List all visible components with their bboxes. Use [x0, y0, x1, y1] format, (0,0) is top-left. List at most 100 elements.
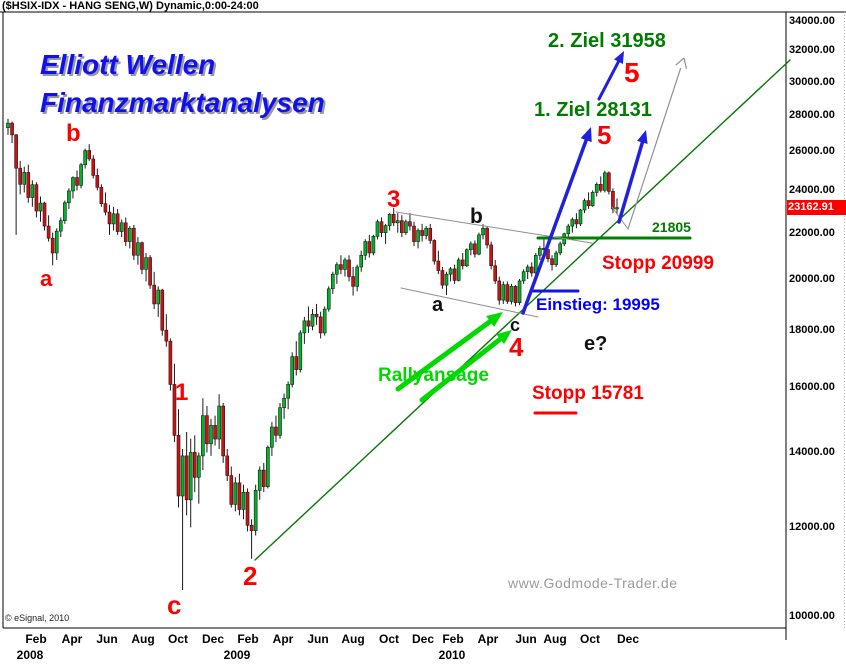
wave5-arrow-right [617, 140, 645, 224]
candle-up [180, 455, 185, 497]
correction-c-label: c [510, 315, 521, 335]
wave5-arrow-main [521, 138, 588, 315]
last-price-badge: 23162.91 [787, 200, 846, 216]
brand-text: Elliott Wellen Finanzmarktanalysen [40, 46, 325, 122]
candle-up [111, 213, 116, 225]
candle-up [469, 243, 473, 251]
candle-down [318, 316, 323, 334]
candle-down [245, 491, 250, 526]
candle-up [517, 280, 522, 303]
candle-down [314, 313, 319, 318]
candle-up [290, 356, 295, 385]
candle-up [22, 172, 27, 185]
candle-down [598, 184, 603, 191]
candle-up [144, 257, 148, 270]
candle-up [330, 273, 335, 290]
candle-up [257, 469, 262, 491]
candle-up [233, 482, 238, 505]
candle-down [152, 284, 156, 305]
candle-down [172, 384, 177, 436]
candle-up [355, 266, 359, 287]
month-tick-label: Aug [131, 632, 155, 646]
wave-c-label-red: c [167, 590, 182, 620]
candle-down [168, 340, 173, 385]
candle-down [420, 230, 424, 236]
target-2-label: 2. Ziel 31958 [548, 30, 666, 52]
candle-up [38, 202, 43, 212]
month-tick-label: Jun [307, 632, 329, 646]
candle-up [578, 209, 583, 225]
month-tick-label: Apr [61, 632, 83, 646]
candle-down [306, 320, 311, 327]
price-tick-label: 14000.00 [789, 446, 835, 459]
candle-down [99, 187, 104, 204]
candle-down [213, 425, 217, 440]
brand-line-1: Elliott Wellen [40, 49, 216, 80]
candle-down [294, 356, 299, 370]
month-tick-label: Aug [341, 632, 365, 646]
candle-down [225, 455, 230, 476]
month-tick-label: Jun [515, 632, 537, 646]
candle-up [266, 446, 270, 487]
candle-down [75, 177, 79, 186]
price-tick-label: 30000.00 [789, 75, 835, 88]
candle-up [79, 164, 83, 186]
candle-up [217, 405, 221, 440]
projection-arrow-gray [627, 67, 682, 230]
month-tick-label: Jun [96, 632, 118, 646]
entry-label: Einstieg: 19995 [536, 295, 660, 314]
candle-up [521, 271, 526, 282]
month-tick-label: Feb [237, 632, 259, 646]
price-tick-label: 16000.00 [789, 381, 835, 394]
candle-up [538, 248, 542, 256]
candle-up [197, 455, 201, 478]
wave-a-label-red: a [40, 266, 53, 291]
candle-down [347, 259, 351, 277]
level-21805-label: 21805 [652, 219, 691, 235]
candle-down [412, 225, 416, 242]
month-tick-label: Feb [442, 632, 464, 646]
candle-up [67, 190, 71, 203]
candle-down [87, 150, 91, 160]
price-tick-label: 32000.00 [789, 44, 835, 57]
candle-up [201, 415, 205, 457]
candle-down [408, 221, 412, 227]
month-tick-label: Dec [411, 632, 435, 646]
target-1-label: 1. Ziel 28131 [534, 99, 652, 121]
candle-down [103, 203, 108, 213]
candle-down [50, 237, 55, 254]
candle-down [452, 268, 457, 281]
price-tick-label: 10000.00 [789, 610, 835, 622]
price-tick-label: 18000.00 [789, 324, 835, 337]
candle-up [335, 264, 339, 275]
candle-down [339, 264, 343, 270]
candle-up [383, 225, 388, 233]
candle-up [566, 225, 571, 235]
candle-down [107, 211, 112, 225]
wave5-arrow-main-head [580, 127, 592, 143]
candle-down [18, 167, 22, 185]
stop-upper-label: Stopp 20999 [602, 253, 714, 274]
month-tick-label: Apr [272, 632, 294, 646]
price-tick-label: 12000.00 [789, 521, 835, 534]
candle-up [119, 222, 124, 232]
candle-down [367, 241, 372, 254]
candle-down [460, 259, 465, 267]
rally-arrow-2-head [496, 330, 512, 345]
candle-up [298, 332, 303, 370]
candle-up [128, 227, 132, 242]
wave-5-lower-label: 5 [597, 120, 612, 150]
candle-up [209, 425, 213, 445]
candle-down [14, 134, 18, 169]
candle-up [448, 268, 453, 275]
candle-down [400, 220, 404, 233]
candle-up [156, 289, 161, 305]
candle-down [91, 158, 96, 176]
candle-down [115, 213, 120, 232]
candle-up [570, 219, 575, 227]
candle-up [590, 192, 595, 207]
candle-down [176, 435, 181, 497]
candle-down [379, 221, 384, 233]
correction-a-label: a [432, 294, 444, 316]
